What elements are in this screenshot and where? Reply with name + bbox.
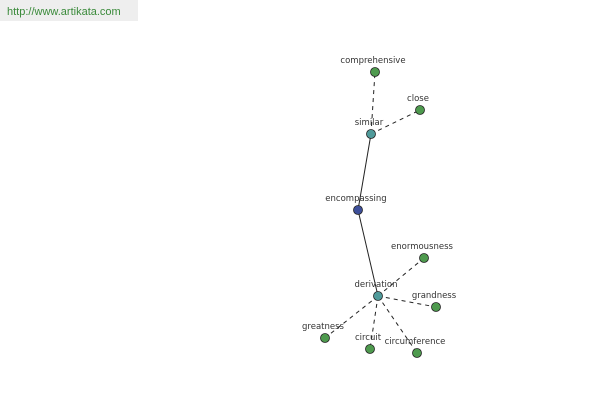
word-node[interactable] [320,333,330,343]
site-link[interactable]: http://www.artikata.com [7,6,121,18]
word-node[interactable] [370,67,380,77]
word-label[interactable]: comprehensive [340,56,405,66]
word-label[interactable]: derivation [354,280,397,290]
word-label[interactable]: similar [355,118,384,128]
word-label[interactable]: close [407,94,429,104]
word-label[interactable]: circumference [385,337,446,347]
word-label[interactable]: grandness [412,291,457,301]
word-label[interactable]: enormousness [391,242,454,252]
word-label[interactable]: greatness [302,322,345,332]
related-edge [370,71,376,135]
related-edge [377,295,418,354]
word-label[interactable]: circuit [355,333,382,343]
main-edge [357,133,372,211]
related-edge [369,295,379,350]
main-edge [357,209,379,297]
word-node[interactable] [365,344,375,354]
word-node[interactable] [415,105,425,115]
related-edge [377,257,425,297]
word-node[interactable] [431,302,441,312]
related-edge [324,295,379,339]
edges [324,71,437,354]
related-edge [377,295,437,308]
word-node[interactable] [412,348,422,358]
word-node[interactable] [366,129,376,139]
related-edge [370,109,421,135]
header-bar [0,0,138,21]
nodes: comprehensive close similar encompassing eno… [302,56,457,358]
word-node[interactable] [419,253,429,263]
word-node[interactable] [373,291,383,301]
word-node[interactable] [353,205,363,215]
word-label[interactable]: encompassing [325,194,386,204]
